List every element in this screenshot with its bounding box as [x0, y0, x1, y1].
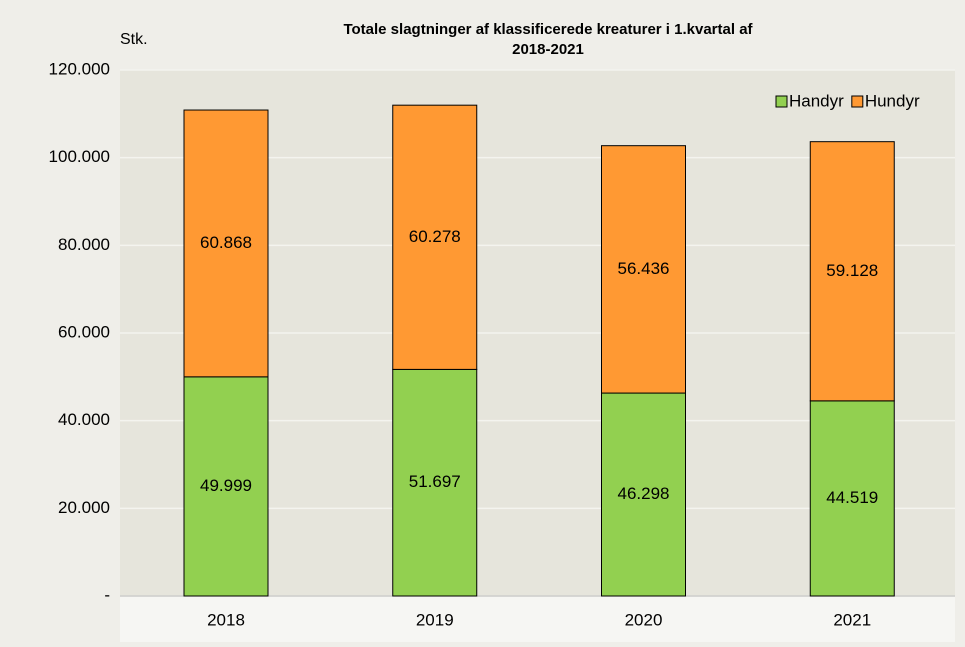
data-label: 56.436 [618, 259, 670, 278]
data-label: 60.868 [200, 233, 252, 252]
chart-title: 2018-2021 [512, 41, 584, 58]
legend-label: Handyr [789, 91, 844, 110]
y-tick-label: 100.000 [49, 147, 110, 166]
chart-title: Totale slagtninger af klassificerede kre… [343, 21, 753, 38]
y-tick-label: 80.000 [58, 235, 110, 254]
y-axis-label: Stk. [120, 31, 148, 48]
x-tick-label: 2019 [416, 610, 454, 629]
bar-segment [601, 392, 686, 597]
y-tick-label: 40.000 [58, 410, 110, 429]
bar-segment [601, 145, 686, 394]
y-tick-label: 60.000 [58, 322, 110, 341]
y-tick-label: - [104, 585, 110, 604]
x-tick-label: 2020 [625, 610, 663, 629]
data-label: 59.128 [826, 261, 878, 280]
y-tick-label: 120.000 [49, 59, 110, 78]
data-label: 60.278 [409, 227, 461, 246]
bar-segment [809, 400, 895, 597]
data-label: 44.519 [826, 488, 878, 507]
x-tick-label: 2018 [207, 610, 245, 629]
data-label: 46.298 [618, 484, 670, 503]
legend-label: Hundyr [865, 91, 920, 110]
data-label: 51.697 [409, 472, 461, 491]
bar-segment [809, 141, 895, 402]
axis-strip [120, 597, 955, 642]
bar-segment [392, 368, 478, 597]
data-label: 49.999 [200, 476, 252, 495]
bar-segment [392, 104, 478, 370]
bar-segment [183, 376, 269, 597]
x-tick-label: 2021 [833, 610, 871, 629]
y-tick-label: 20.000 [58, 498, 110, 517]
legend-swatch [775, 95, 788, 108]
legend-swatch [851, 95, 864, 108]
bar-segment [183, 109, 269, 378]
